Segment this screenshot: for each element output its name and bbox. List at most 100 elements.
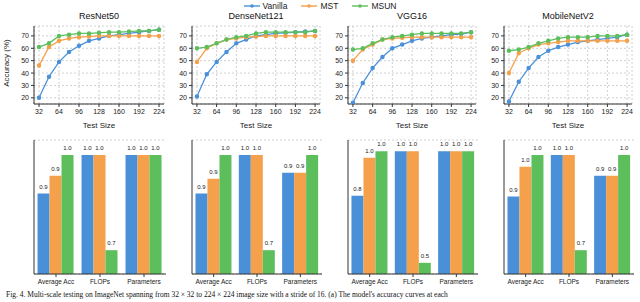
- svg-text:1.0: 1.0: [139, 145, 148, 151]
- svg-text:1.0: 1.0: [397, 141, 406, 147]
- svg-text:0.9: 0.9: [509, 187, 518, 193]
- svg-text:Test Size: Test Size: [396, 121, 429, 128]
- svg-text:60: 60: [21, 45, 29, 52]
- svg-text:0.9: 0.9: [296, 163, 305, 169]
- svg-text:32: 32: [193, 108, 201, 115]
- svg-text:Parameters: Parameters: [127, 278, 161, 285]
- svg-text:Average Acc: Average Acc: [507, 278, 544, 286]
- svg-text:1.0: 1.0: [221, 145, 230, 151]
- svg-text:30: 30: [21, 82, 29, 89]
- svg-text:64: 64: [55, 108, 63, 115]
- svg-text:128: 128: [562, 108, 574, 115]
- svg-text:0.9: 0.9: [197, 184, 206, 190]
- svg-text:64: 64: [213, 108, 221, 115]
- svg-text:128: 128: [93, 108, 105, 115]
- svg-text:1.0: 1.0: [127, 145, 136, 151]
- svg-text:1.0: 1.0: [241, 145, 250, 151]
- svg-text:0.7: 0.7: [265, 240, 274, 246]
- svg-text:0.9: 0.9: [51, 166, 60, 172]
- svg-text:30: 30: [491, 82, 499, 89]
- svg-text:1.0: 1.0: [308, 145, 317, 151]
- svg-text:60: 60: [179, 45, 187, 52]
- svg-text:0.7: 0.7: [577, 240, 586, 246]
- svg-text:160: 160: [270, 108, 282, 115]
- svg-text:Test Size: Test Size: [240, 121, 273, 128]
- svg-text:64: 64: [369, 108, 377, 115]
- svg-text:50: 50: [335, 57, 343, 64]
- svg-text:96: 96: [544, 108, 552, 115]
- svg-text:70: 70: [335, 32, 343, 39]
- svg-text:Average Acc: Average Acc: [38, 278, 75, 286]
- svg-text:224: 224: [621, 108, 632, 115]
- svg-text:40: 40: [179, 70, 187, 77]
- svg-text:192: 192: [290, 108, 302, 115]
- svg-text:FLOPs: FLOPs: [403, 278, 424, 285]
- svg-text:1.0: 1.0: [620, 145, 629, 151]
- svg-text:40: 40: [335, 70, 343, 77]
- svg-text:Test Size: Test Size: [83, 121, 116, 128]
- svg-text:1.0: 1.0: [83, 145, 92, 151]
- svg-text:20: 20: [491, 94, 499, 101]
- svg-text:20: 20: [179, 94, 187, 101]
- svg-text:0.9: 0.9: [608, 166, 617, 172]
- svg-text:FLOPs: FLOPs: [90, 278, 111, 285]
- svg-text:0.9: 0.9: [209, 169, 218, 175]
- svg-text:40: 40: [21, 70, 29, 77]
- svg-text:192: 192: [602, 108, 614, 115]
- svg-text:0.9: 0.9: [596, 166, 605, 172]
- svg-text:Average Acc: Average Acc: [195, 278, 232, 286]
- svg-text:128: 128: [406, 108, 418, 115]
- svg-text:1.0: 1.0: [377, 141, 386, 147]
- svg-text:1.0: 1.0: [63, 145, 72, 151]
- svg-text:192: 192: [446, 108, 458, 115]
- svg-text:1.0: 1.0: [151, 145, 160, 151]
- svg-text:1.0: 1.0: [440, 141, 449, 147]
- svg-text:Average Acc: Average Acc: [351, 278, 388, 286]
- svg-text:1.0: 1.0: [565, 145, 574, 151]
- svg-text:20: 20: [21, 94, 29, 101]
- svg-text:32: 32: [349, 108, 357, 115]
- svg-text:224: 224: [465, 108, 477, 115]
- svg-text:40: 40: [491, 70, 499, 77]
- svg-text:50: 50: [179, 57, 187, 64]
- svg-text:70: 70: [21, 32, 29, 39]
- svg-text:64: 64: [525, 108, 533, 115]
- svg-text:1.0: 1.0: [365, 148, 374, 154]
- svg-text:192: 192: [133, 108, 145, 115]
- svg-text:160: 160: [426, 108, 438, 115]
- svg-text:70: 70: [179, 32, 187, 39]
- svg-text:0.9: 0.9: [39, 184, 48, 190]
- svg-text:32: 32: [35, 108, 43, 115]
- svg-text:128: 128: [250, 108, 262, 115]
- svg-text:96: 96: [388, 108, 396, 115]
- svg-text:1.0: 1.0: [253, 145, 262, 151]
- svg-text:96: 96: [232, 108, 240, 115]
- svg-text:FLOPs: FLOPs: [559, 278, 580, 285]
- svg-text:1.0: 1.0: [553, 145, 562, 151]
- svg-text:50: 50: [491, 57, 499, 64]
- svg-text:30: 30: [335, 82, 343, 89]
- svg-text:160: 160: [582, 108, 594, 115]
- svg-text:30: 30: [179, 82, 187, 89]
- svg-text:0.7: 0.7: [107, 240, 116, 246]
- svg-text:160: 160: [113, 108, 125, 115]
- svg-text:50: 50: [21, 57, 29, 64]
- svg-text:224: 224: [309, 108, 321, 115]
- svg-text:60: 60: [335, 45, 343, 52]
- svg-text:0.9: 0.9: [284, 163, 293, 169]
- svg-text:32: 32: [505, 108, 513, 115]
- svg-text:1.0: 1.0: [452, 141, 461, 147]
- svg-text:Test Size: Test Size: [552, 121, 585, 128]
- svg-text:0.8: 0.8: [353, 186, 362, 192]
- svg-text:1.0: 1.0: [533, 145, 542, 151]
- svg-text:Parameters: Parameters: [284, 278, 318, 285]
- svg-text:1.0: 1.0: [409, 141, 418, 147]
- svg-text:Parameters: Parameters: [440, 278, 474, 285]
- svg-text:70: 70: [491, 32, 499, 39]
- svg-text:FLOPs: FLOPs: [247, 278, 268, 285]
- svg-text:224: 224: [153, 108, 165, 115]
- svg-text:1.0: 1.0: [95, 145, 104, 151]
- svg-text:20: 20: [335, 94, 343, 101]
- svg-text:1.0: 1.0: [521, 157, 530, 163]
- svg-text:1.0: 1.0: [464, 141, 473, 147]
